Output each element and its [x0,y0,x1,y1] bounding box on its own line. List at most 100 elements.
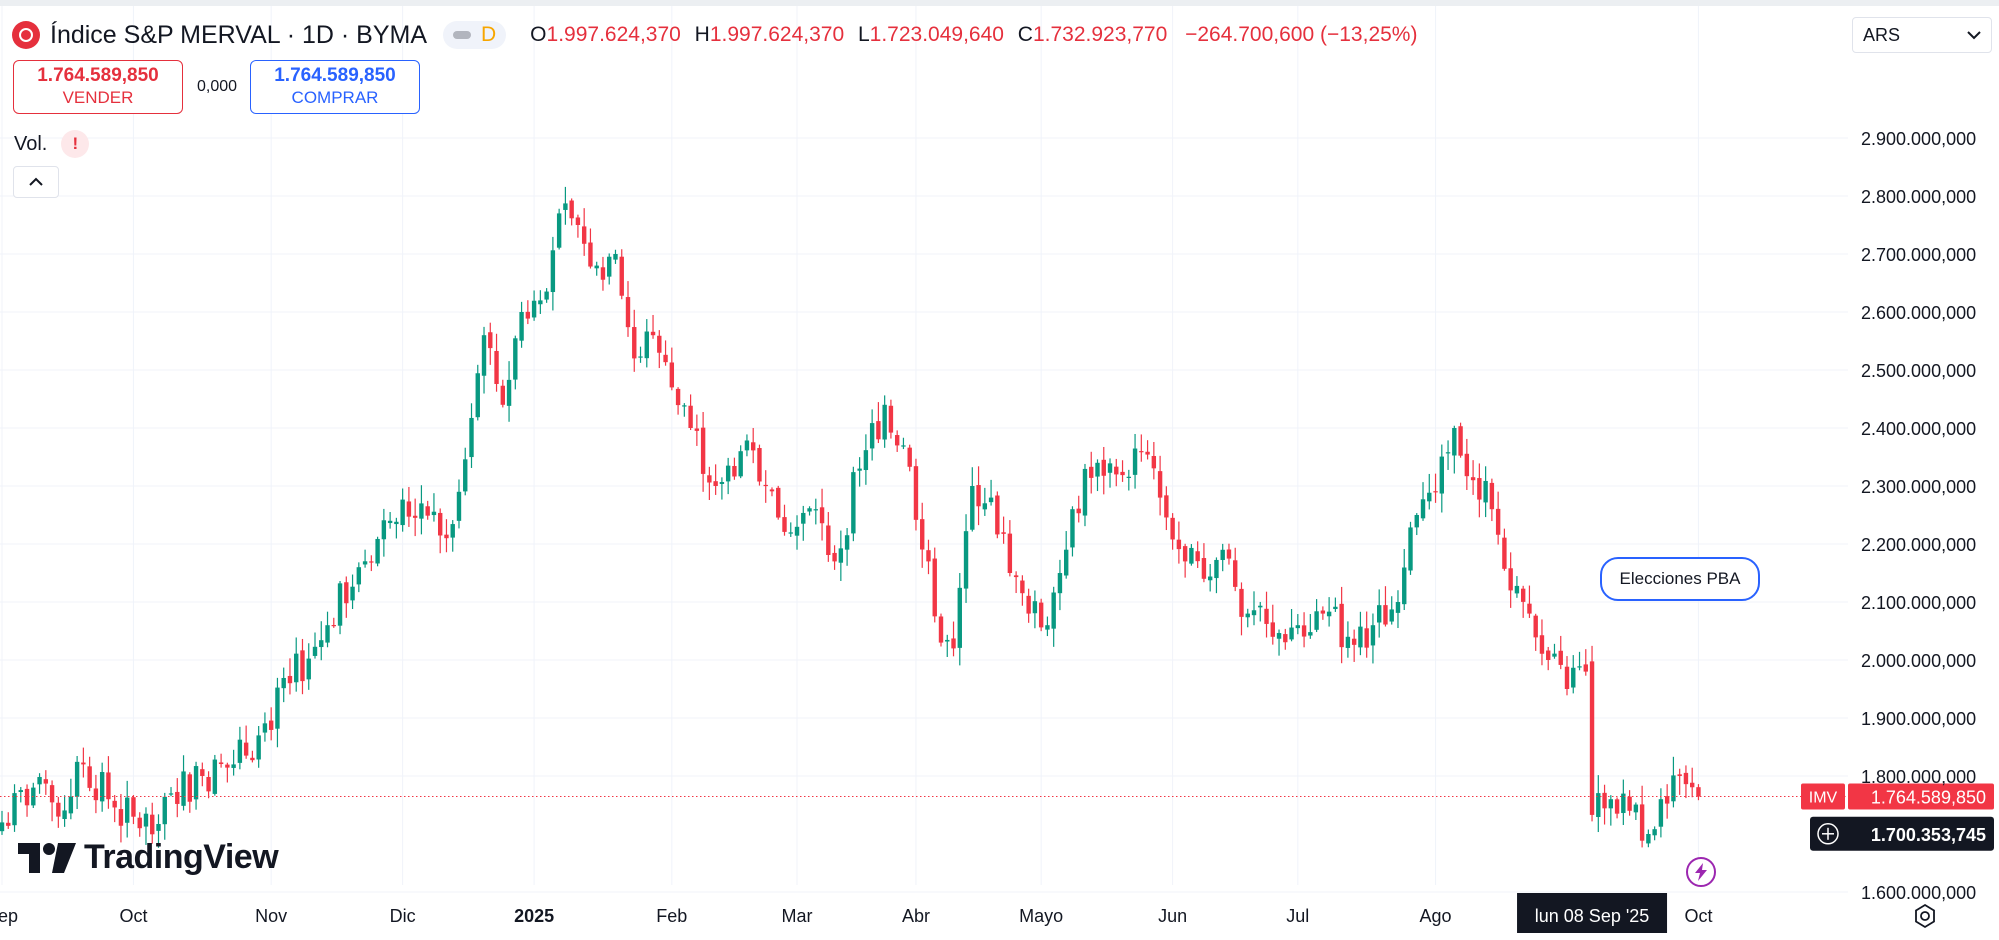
time-tick-label: Abr [902,906,930,926]
candle-body [62,810,67,820]
candle-body [150,814,155,835]
candle-body [1683,772,1689,785]
symbol-title[interactable]: Índice S&P MERVAL · 1D · BYMA [50,20,427,49]
candle-body [438,512,443,536]
candle-body [663,354,668,363]
candle-body [857,468,862,471]
crosshair-time-bg [1517,893,1668,933]
candle-body [1295,625,1301,629]
candle-body [106,772,111,800]
candle-body [607,256,612,277]
candle-body [1151,455,1157,469]
candle-body [1502,537,1507,569]
candle-body [1671,775,1676,802]
candle-body [475,373,480,418]
candle-body [1139,451,1144,453]
volume-indicator[interactable]: Vol. ! [14,130,90,158]
candle-body [181,771,186,806]
candle-body [1101,459,1106,476]
candle-body [162,796,167,825]
candle-body [1377,605,1382,623]
buy-button[interactable]: 1.764.589,850 COMPRAR [250,60,420,114]
time-tick-label: 2025 [514,906,554,926]
candle-body [1239,588,1244,617]
candle-body [1283,634,1288,643]
candle-body [619,256,624,296]
time-tick-label: Mayo [1019,906,1063,926]
candle-body [93,788,99,801]
candle-body [538,300,543,305]
price-tick-label: 1.600.000,000 [1861,883,1976,903]
candle-body [513,338,518,380]
candle-body [24,788,30,806]
candle-body [431,511,437,516]
interval-badge[interactable]: D [443,21,507,49]
candle-body [1470,477,1476,481]
price-tick-label: 2.600.000,000 [1861,303,1976,323]
candle-body [907,447,912,467]
candle-body [118,809,124,826]
candle-body [488,332,493,349]
candle-body [1020,580,1025,594]
candle-body [744,440,750,451]
settings-icon[interactable] [1912,903,1938,929]
candle-body [1452,428,1457,456]
candle-body [387,520,393,524]
candle-body [331,625,336,627]
candle-body [1157,471,1163,498]
candle-body [1658,799,1664,827]
price-tick-label: 2.700.000,000 [1861,245,1976,265]
candle-body [669,362,675,388]
candle-body [1520,588,1526,602]
tradingview-watermark[interactable]: TradingView [18,838,279,877]
volume-warning-icon[interactable]: ! [61,130,90,158]
candle-body [1076,508,1081,514]
candle-body [963,531,969,589]
time-tick-label: Mar [782,906,813,926]
candle-body [369,561,374,563]
candle-body [632,327,637,359]
open-label: O [530,23,547,46]
chart-grid [0,6,1848,893]
candle-body [1427,492,1432,502]
flash-icon[interactable] [1686,857,1716,887]
candle-body [125,797,130,823]
price-tick-label: 2.300.000,000 [1861,477,1976,497]
candle-body [1326,611,1332,617]
event-tag-elecciones[interactable]: Elecciones PBA [1600,557,1760,601]
candle-body [500,385,505,405]
candle-body [381,520,387,540]
candle-body [250,757,255,761]
candle-body [920,519,925,550]
candle-body [444,534,449,539]
candle-body [519,312,524,341]
change-value: −264.700,600 (−13,25%) [1185,23,1418,46]
interval-badge-label: D [481,23,497,46]
candle-body [1627,796,1632,811]
candle-body [869,423,875,449]
candle-body [700,427,706,474]
candle-body [1001,532,1006,534]
currency-select[interactable]: ARS [1852,17,1992,53]
collapse-indicators-button[interactable] [13,166,59,198]
sell-button[interactable]: 1.764.589,850 VENDER [13,60,183,114]
candle-body [901,445,906,447]
candle-body [243,742,249,756]
candle-body [1483,480,1488,503]
candle-body [1577,666,1582,668]
candle-body [694,428,700,431]
ohlc-values: O1.997.624,370 H1.997.624,370 L1.723.049… [522,23,1417,47]
candle-body [556,213,562,248]
candle-body [450,524,455,538]
price-tick-label: 2.400.000,000 [1861,419,1976,439]
candle-body [819,507,825,524]
candle-body [1445,452,1451,454]
candle-body [1301,625,1307,637]
candle-body [306,658,311,680]
candle-body [300,650,305,682]
candle-body [1552,653,1557,657]
symbol-legend: Índice S&P MERVAL · 1D · BYMA D O1.997.6… [12,18,1417,52]
price-tick-label: 1.800.000,000 [1861,767,1976,787]
candle-body [1351,638,1357,645]
